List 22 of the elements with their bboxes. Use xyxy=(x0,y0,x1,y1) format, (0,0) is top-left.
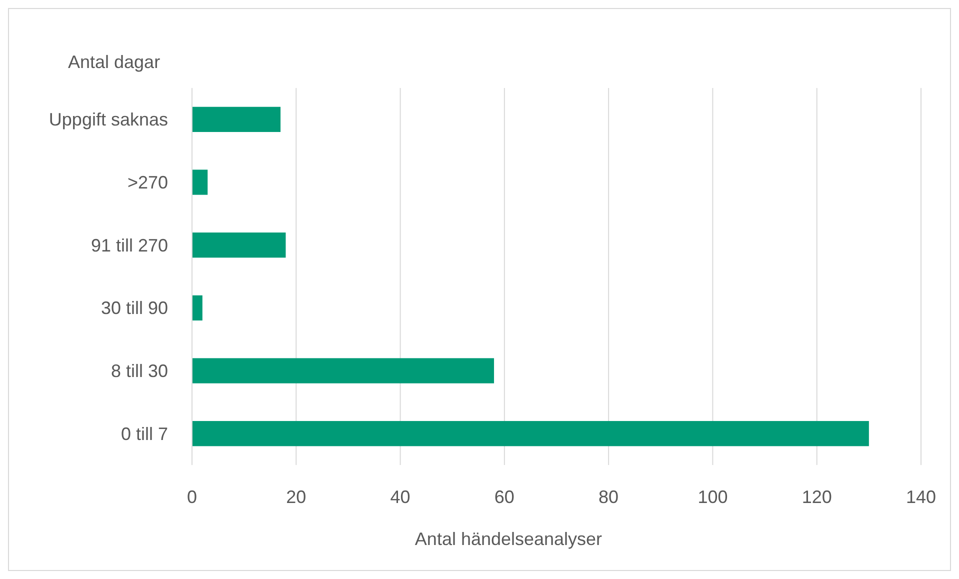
bar xyxy=(192,295,202,320)
y-tick-label: 8 till 30 xyxy=(110,361,168,382)
x-tick-label: 140 xyxy=(906,487,936,507)
x-tick-label: 60 xyxy=(494,487,514,507)
bar xyxy=(192,106,281,132)
bar xyxy=(192,421,869,446)
bar xyxy=(192,358,494,384)
x-tick-label: 80 xyxy=(598,487,619,507)
x-tick-label: 20 xyxy=(286,487,306,507)
bar xyxy=(192,170,208,195)
x-tick-label: 100 xyxy=(698,487,728,507)
x-axis-title: Antal händelseanalyser xyxy=(414,529,602,549)
x-tick-label: 120 xyxy=(802,487,832,507)
bar xyxy=(192,232,286,258)
y-tick-label: Uppgift saknas xyxy=(48,110,168,130)
y-tick-label: 91 till 270 xyxy=(90,235,168,256)
x-tick-label: 0 xyxy=(186,487,198,507)
y-tick-label: 30 till 90 xyxy=(100,298,168,318)
y-tick-label: >270 xyxy=(127,172,168,193)
x-tick-label: 40 xyxy=(390,487,410,507)
y-tick-label: 0 till 7 xyxy=(120,424,168,444)
y-axis-title: Antal dagar xyxy=(68,52,160,72)
